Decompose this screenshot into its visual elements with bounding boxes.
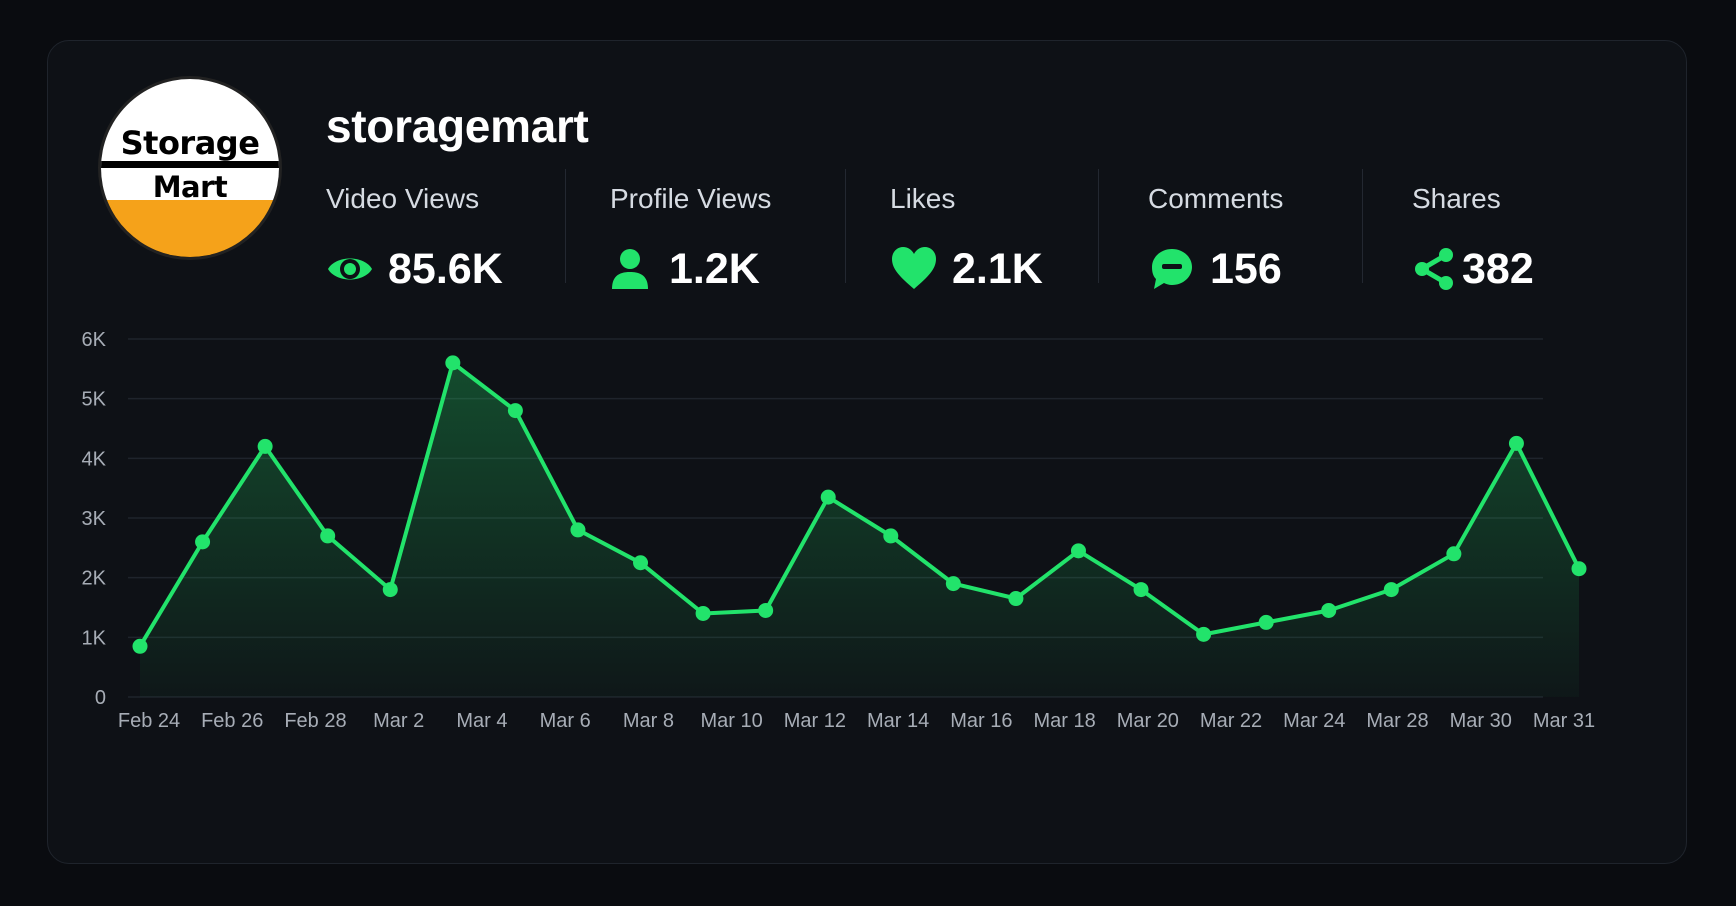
stat-comments: Comments 156 bbox=[1148, 183, 1348, 299]
y-tick-label: 2K bbox=[82, 568, 107, 590]
chart-area-fill bbox=[140, 362, 1579, 697]
stat-value: 85.6K bbox=[388, 245, 503, 293]
data-point[interactable] bbox=[820, 489, 836, 505]
heart-icon bbox=[892, 247, 936, 289]
x-tick-label: Mar 10 bbox=[701, 710, 763, 732]
share-icon bbox=[1415, 248, 1453, 290]
logo-text-mart: Mart bbox=[152, 170, 228, 204]
logo-text-storage: Storage bbox=[120, 124, 260, 162]
x-tick-label: Mar 22 bbox=[1200, 710, 1262, 732]
y-tick-label: 5K bbox=[82, 389, 107, 411]
x-tick-label: Feb 26 bbox=[201, 710, 263, 732]
stat-label: Shares bbox=[1412, 183, 1501, 214]
stat-divider bbox=[845, 169, 846, 283]
chart-series-line bbox=[138, 360, 1581, 648]
x-tick-label: Mar 20 bbox=[1117, 710, 1179, 732]
data-point[interactable] bbox=[1196, 626, 1212, 642]
data-point[interactable] bbox=[758, 602, 774, 618]
x-tick-label: Feb 24 bbox=[118, 710, 180, 732]
profile-username: storagemart bbox=[326, 100, 589, 152]
stat-divider bbox=[1098, 169, 1099, 283]
person-icon bbox=[612, 249, 648, 289]
chart-data-points bbox=[132, 355, 1587, 654]
data-point[interactable] bbox=[633, 555, 649, 571]
profile-avatar[interactable]: Storage Mart bbox=[98, 76, 282, 260]
y-axis: 0 1K 2K 3K 4K 5K 6K bbox=[82, 329, 107, 709]
data-point[interactable] bbox=[445, 355, 461, 371]
stat-label: Comments bbox=[1148, 183, 1284, 214]
stat-label: Video Views bbox=[326, 183, 480, 214]
data-point[interactable] bbox=[507, 403, 523, 419]
stat-divider bbox=[1362, 169, 1363, 283]
y-tick-label: 0 bbox=[95, 687, 106, 709]
data-point[interactable] bbox=[320, 528, 336, 544]
y-tick-label: 1K bbox=[82, 627, 107, 649]
stat-divider bbox=[565, 169, 566, 283]
stat-video-views: Video Views 85.6K bbox=[326, 183, 546, 299]
data-point[interactable] bbox=[195, 534, 211, 550]
y-tick-label: 6K bbox=[82, 329, 107, 351]
views-line-chart: 0 1K 2K 3K 4K 5K 6K Feb 24 Feb 26 Feb 28 Mar 2 Mar… bbox=[82, 329, 1596, 732]
data-point[interactable] bbox=[382, 582, 398, 598]
data-point[interactable] bbox=[1446, 546, 1462, 562]
eye-icon bbox=[328, 258, 372, 280]
data-point[interactable] bbox=[257, 438, 273, 454]
profile-analytics-card: Storage Mart storagemart Video Views 85.… bbox=[47, 40, 1687, 864]
stat-label: Likes bbox=[890, 183, 956, 214]
x-tick-label: Mar 30 bbox=[1450, 710, 1512, 732]
x-tick-label: Mar 6 bbox=[540, 710, 591, 732]
x-axis: Feb 24 Feb 26 Feb 28 Mar 2 Mar 4 Mar 6 Mar 8 Ma… bbox=[118, 710, 1595, 732]
stat-value: 1.2K bbox=[669, 245, 760, 293]
x-tick-label: Mar 16 bbox=[950, 710, 1012, 732]
stat-value: 2.1K bbox=[952, 245, 1043, 293]
x-tick-label: Mar 14 bbox=[867, 710, 929, 732]
x-tick-label: Feb 28 bbox=[284, 710, 346, 732]
x-tick-label: Mar 31 bbox=[1533, 710, 1595, 732]
x-tick-label: Mar 28 bbox=[1366, 710, 1428, 732]
stat-profile-views: Profile Views 1.2K bbox=[610, 183, 830, 299]
data-point[interactable] bbox=[945, 576, 961, 592]
data-point[interactable] bbox=[1133, 582, 1149, 598]
x-tick-label: Mar 2 bbox=[373, 710, 424, 732]
stat-value: 156 bbox=[1210, 245, 1282, 293]
y-tick-label: 4K bbox=[82, 448, 107, 470]
data-point[interactable] bbox=[883, 528, 899, 544]
data-point[interactable] bbox=[1008, 591, 1024, 607]
data-point[interactable] bbox=[1508, 435, 1524, 451]
comment-icon bbox=[1152, 249, 1192, 289]
data-point[interactable] bbox=[695, 605, 711, 621]
stat-likes: Likes 2.1K bbox=[890, 183, 1090, 299]
data-point[interactable] bbox=[1571, 561, 1587, 577]
stat-shares: Shares 382 bbox=[1412, 183, 1612, 299]
data-point[interactable] bbox=[1383, 582, 1399, 598]
data-point[interactable] bbox=[1070, 543, 1086, 559]
data-point[interactable] bbox=[1321, 602, 1337, 618]
stat-label: Profile Views bbox=[610, 183, 772, 214]
x-tick-label: Mar 8 bbox=[623, 710, 674, 732]
data-point[interactable] bbox=[132, 638, 148, 654]
y-tick-label: 3K bbox=[82, 508, 107, 530]
data-point[interactable] bbox=[1258, 614, 1274, 630]
data-point[interactable] bbox=[570, 522, 586, 538]
x-tick-label: Mar 18 bbox=[1033, 710, 1095, 732]
stat-value: 382 bbox=[1462, 245, 1534, 293]
x-tick-label: Mar 12 bbox=[784, 710, 846, 732]
x-tick-label: Mar 4 bbox=[456, 710, 507, 732]
x-tick-label: Mar 24 bbox=[1283, 710, 1345, 732]
